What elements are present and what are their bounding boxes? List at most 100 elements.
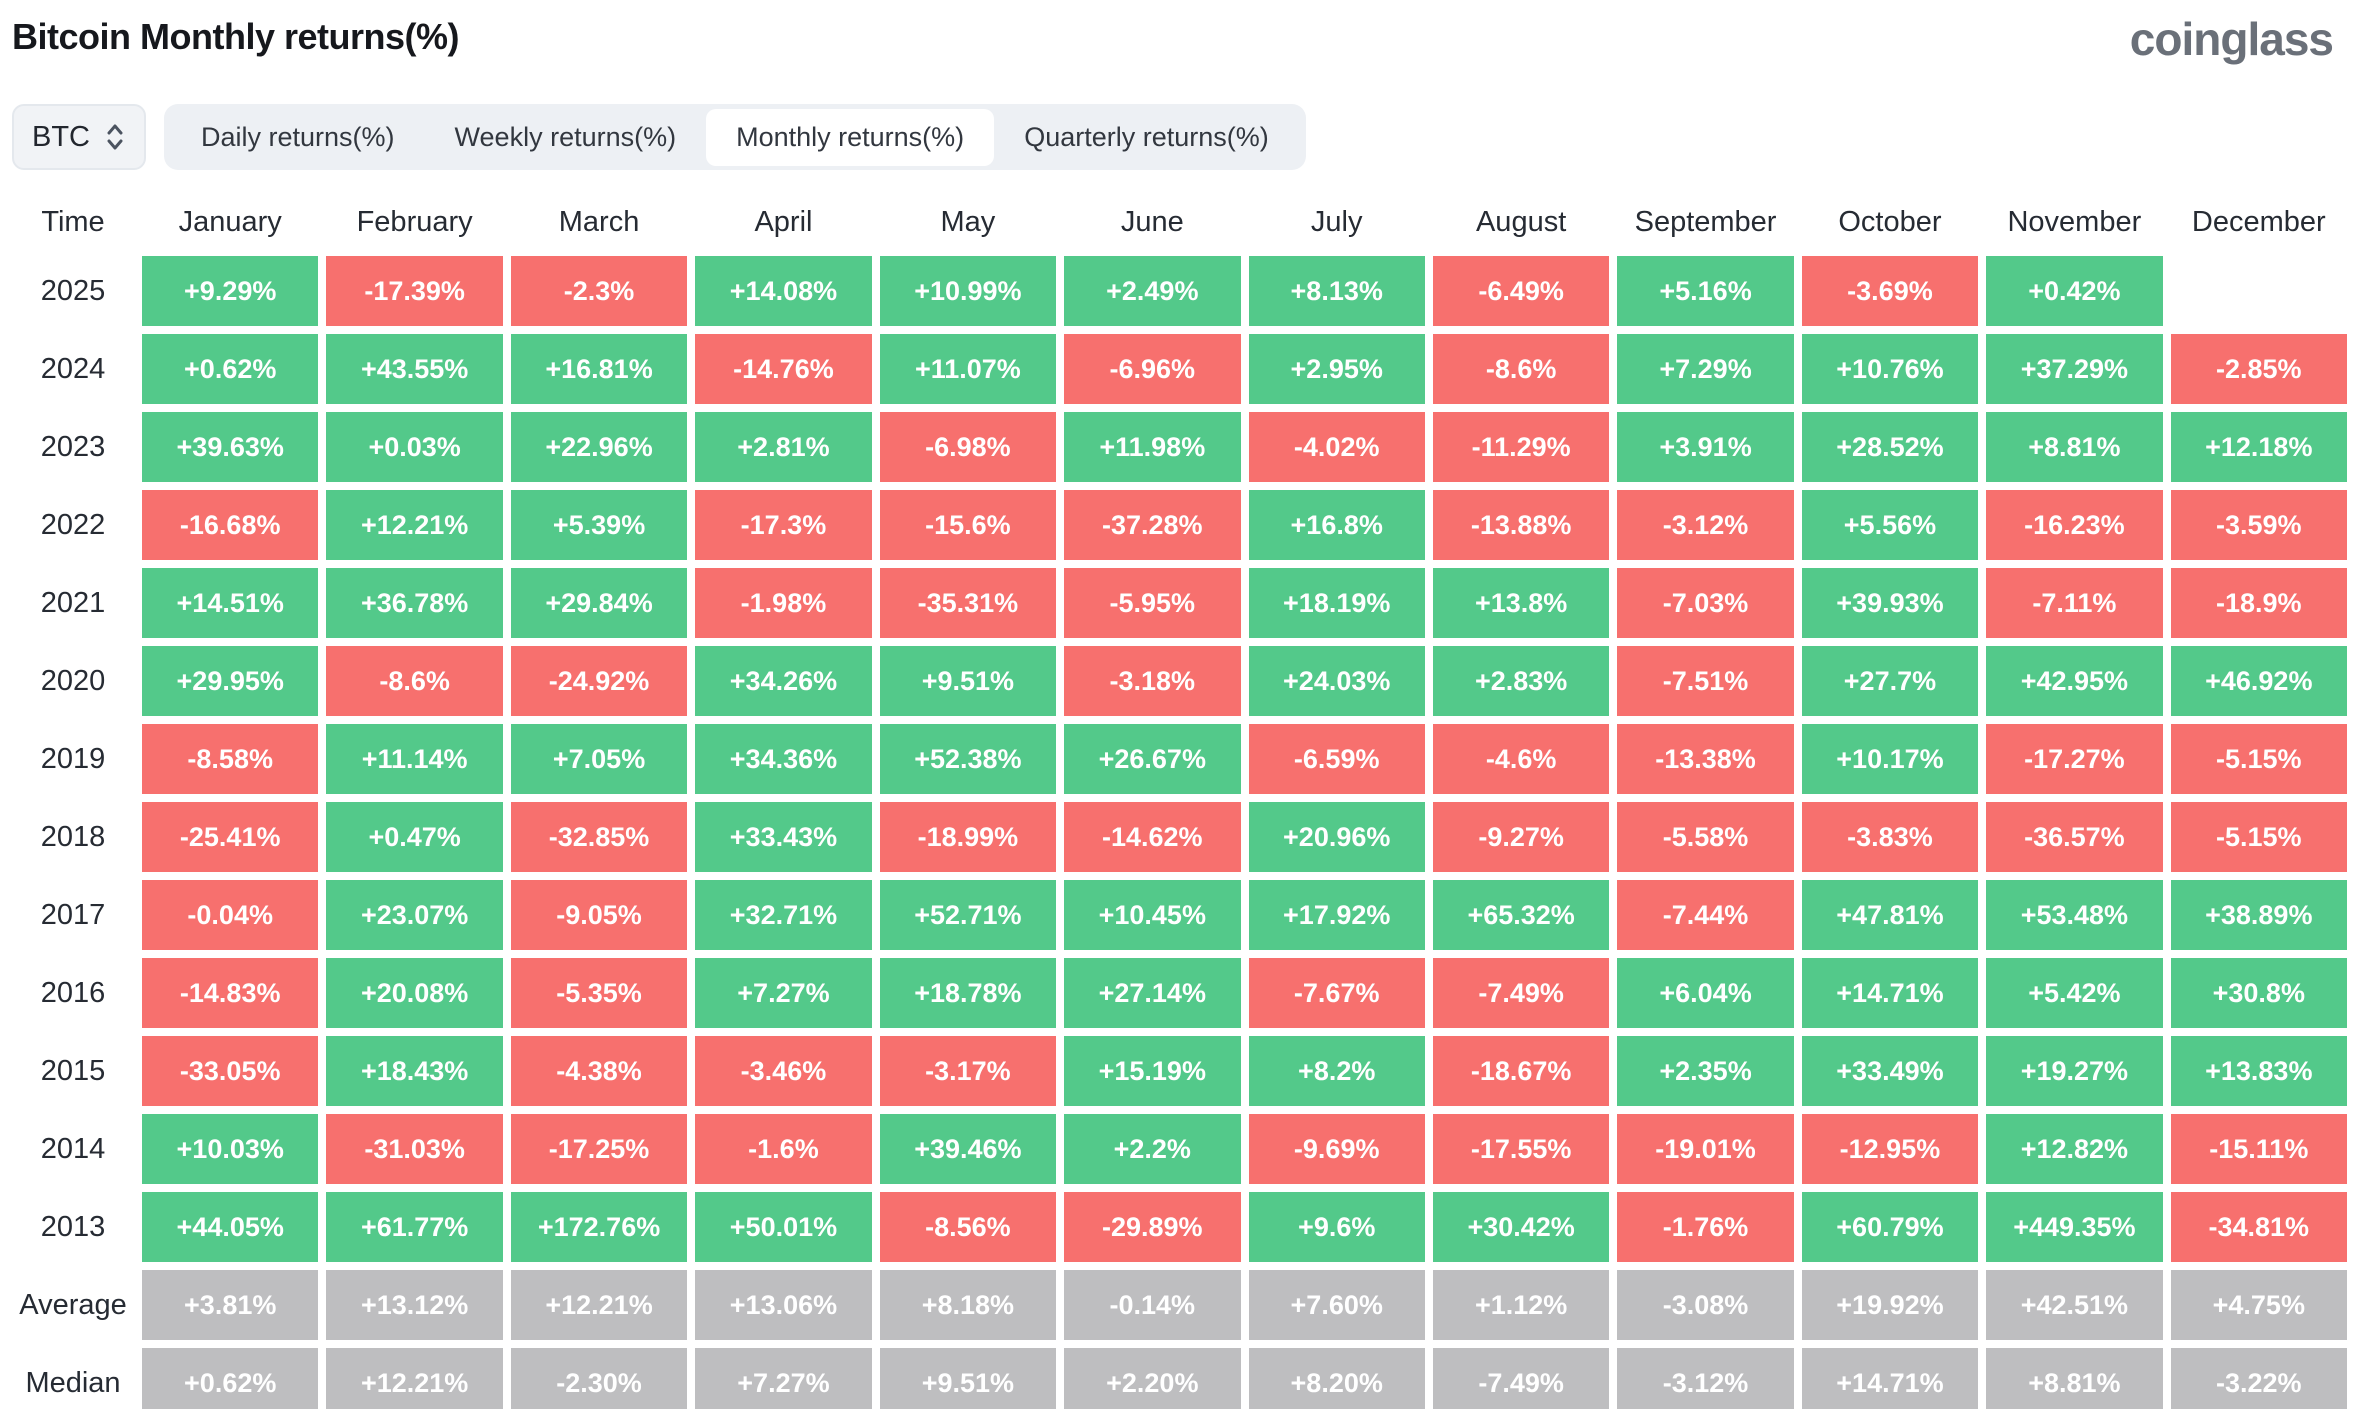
return-cell: +18.78% bbox=[879, 958, 1057, 1028]
tab-weekly-returns[interactable]: Weekly returns(%) bbox=[454, 121, 677, 152]
column-header-month: February bbox=[356, 205, 473, 238]
return-cell: +172.76% bbox=[510, 1192, 688, 1262]
return-cell: +30.8% bbox=[2170, 958, 2347, 1028]
return-cell: -34.81% bbox=[2170, 1192, 2347, 1262]
return-cell: -12.95% bbox=[1801, 1114, 1979, 1184]
tab-monthly-returns[interactable]: Monthly returns(%) bbox=[706, 108, 995, 166]
return-cell: +22.96% bbox=[510, 412, 688, 482]
return-cell: -13.38% bbox=[1617, 724, 1794, 794]
return-cell: +8.18% bbox=[879, 1270, 1057, 1340]
return-cell: +23.07% bbox=[326, 880, 503, 950]
return-cell: -3.12% bbox=[1617, 1348, 1794, 1409]
return-cell: +9.51% bbox=[879, 646, 1057, 716]
return-cell: +52.38% bbox=[879, 724, 1057, 794]
coin-selector[interactable]: BTC bbox=[12, 104, 146, 170]
coinglass-logo: coinglass bbox=[2129, 13, 2334, 65]
return-cell: +12.21% bbox=[326, 490, 503, 560]
return-cell: -3.17% bbox=[879, 1036, 1057, 1106]
tab-daily-returns[interactable]: Daily returns(%) bbox=[201, 121, 395, 152]
return-cell: -17.39% bbox=[326, 256, 503, 326]
return-cell: +38.89% bbox=[2170, 880, 2347, 950]
return-cell: -4.38% bbox=[510, 1036, 688, 1106]
return-cell: +11.14% bbox=[326, 724, 503, 794]
return-cell: -16.68% bbox=[142, 490, 319, 560]
return-cell: +449.35% bbox=[1986, 1192, 2163, 1262]
return-cell: -33.05% bbox=[142, 1036, 319, 1106]
return-cell: -24.92% bbox=[510, 646, 688, 716]
return-cell: +2.35% bbox=[1617, 1036, 1794, 1106]
return-cell: +13.06% bbox=[695, 1270, 872, 1340]
return-cell: +13.12% bbox=[326, 1270, 503, 1340]
return-cell: +32.71% bbox=[695, 880, 872, 950]
return-cell: -7.49% bbox=[1432, 958, 1610, 1028]
return-cell: +11.98% bbox=[1064, 412, 1241, 482]
return-cell: -3.69% bbox=[1801, 256, 1979, 326]
return-cell: +2.83% bbox=[1432, 646, 1610, 716]
return-cell: +17.92% bbox=[1248, 880, 1425, 950]
return-cell: +10.99% bbox=[879, 256, 1057, 326]
return-cell: +0.62% bbox=[142, 1348, 319, 1409]
return-cell: +10.45% bbox=[1064, 880, 1241, 950]
return-cell: +7.27% bbox=[695, 1348, 872, 1409]
column-header-month: January bbox=[178, 205, 282, 238]
return-cell: -8.6% bbox=[1432, 334, 1610, 404]
return-cell: +14.08% bbox=[695, 256, 872, 326]
return-cell: +60.79% bbox=[1801, 1192, 1979, 1262]
return-cell: +2.2% bbox=[1064, 1114, 1241, 1184]
return-cell: +47.81% bbox=[1801, 880, 1979, 950]
return-cell: -1.6% bbox=[695, 1114, 872, 1184]
return-cell: +15.19% bbox=[1064, 1036, 1241, 1106]
return-cell: -7.44% bbox=[1617, 880, 1794, 950]
return-cell: +12.21% bbox=[510, 1270, 688, 1340]
return-cell: +20.08% bbox=[326, 958, 503, 1028]
column-header-time: Time bbox=[41, 205, 105, 238]
return-cell: +10.17% bbox=[1801, 724, 1979, 794]
return-cell: -5.15% bbox=[2170, 802, 2347, 872]
return-cell: +43.55% bbox=[326, 334, 503, 404]
return-cell: +19.27% bbox=[1986, 1036, 2163, 1106]
return-cell: +50.01% bbox=[695, 1192, 872, 1262]
return-cell: -6.96% bbox=[1064, 334, 1241, 404]
tab-quarterly-returns[interactable]: Quarterly returns(%) bbox=[1024, 121, 1269, 152]
column-header-month: December bbox=[2191, 205, 2326, 238]
row-label: 2016 bbox=[40, 976, 106, 1009]
return-cell: -1.98% bbox=[695, 568, 872, 638]
return-cell: -3.22% bbox=[2170, 1348, 2347, 1409]
return-cell: -2.85% bbox=[2170, 334, 2347, 404]
return-cell: -9.05% bbox=[510, 880, 688, 950]
column-header-month: March bbox=[558, 205, 640, 238]
return-cell: -31.03% bbox=[326, 1114, 503, 1184]
controls-row: BTC Daily returns(%) Weekly returns(%) M… bbox=[12, 104, 2359, 170]
return-cell: -8.6% bbox=[326, 646, 503, 716]
return-cell: +3.91% bbox=[1617, 412, 1794, 482]
return-cell: -5.35% bbox=[510, 958, 688, 1028]
return-cell: +24.03% bbox=[1248, 646, 1425, 716]
return-cell: +39.63% bbox=[142, 412, 319, 482]
return-cell: -3.83% bbox=[1801, 802, 1979, 872]
row-label: 2023 bbox=[40, 430, 106, 463]
returns-table: Time January February March April May June July… bbox=[12, 196, 2347, 1409]
return-cell: -15.11% bbox=[2170, 1114, 2347, 1184]
row-label: 2017 bbox=[40, 898, 106, 931]
return-cell: +27.7% bbox=[1801, 646, 1979, 716]
return-cell: +13.83% bbox=[2170, 1036, 2347, 1106]
return-cell: +5.56% bbox=[1801, 490, 1979, 560]
return-cell: +9.6% bbox=[1248, 1192, 1425, 1262]
return-cell: -37.28% bbox=[1064, 490, 1241, 560]
return-cell bbox=[2171, 256, 2347, 326]
return-cell: -8.56% bbox=[879, 1192, 1057, 1262]
return-cell: -17.25% bbox=[510, 1114, 688, 1184]
page-title: Bitcoin Monthly returns(%) bbox=[12, 16, 459, 57]
return-cell: -0.14% bbox=[1064, 1270, 1241, 1340]
column-header-month: May bbox=[940, 205, 996, 238]
return-cell: -7.67% bbox=[1248, 958, 1425, 1028]
return-cell: +52.71% bbox=[879, 880, 1057, 950]
updown-chevron-icon bbox=[104, 122, 126, 152]
return-cell: +20.96% bbox=[1248, 802, 1425, 872]
return-cell: -18.99% bbox=[879, 802, 1057, 872]
return-cell: +2.95% bbox=[1248, 334, 1425, 404]
return-cell: -15.6% bbox=[879, 490, 1057, 560]
return-cell: +27.14% bbox=[1064, 958, 1241, 1028]
return-cell: -14.83% bbox=[142, 958, 319, 1028]
row-label: 2022 bbox=[40, 508, 106, 541]
